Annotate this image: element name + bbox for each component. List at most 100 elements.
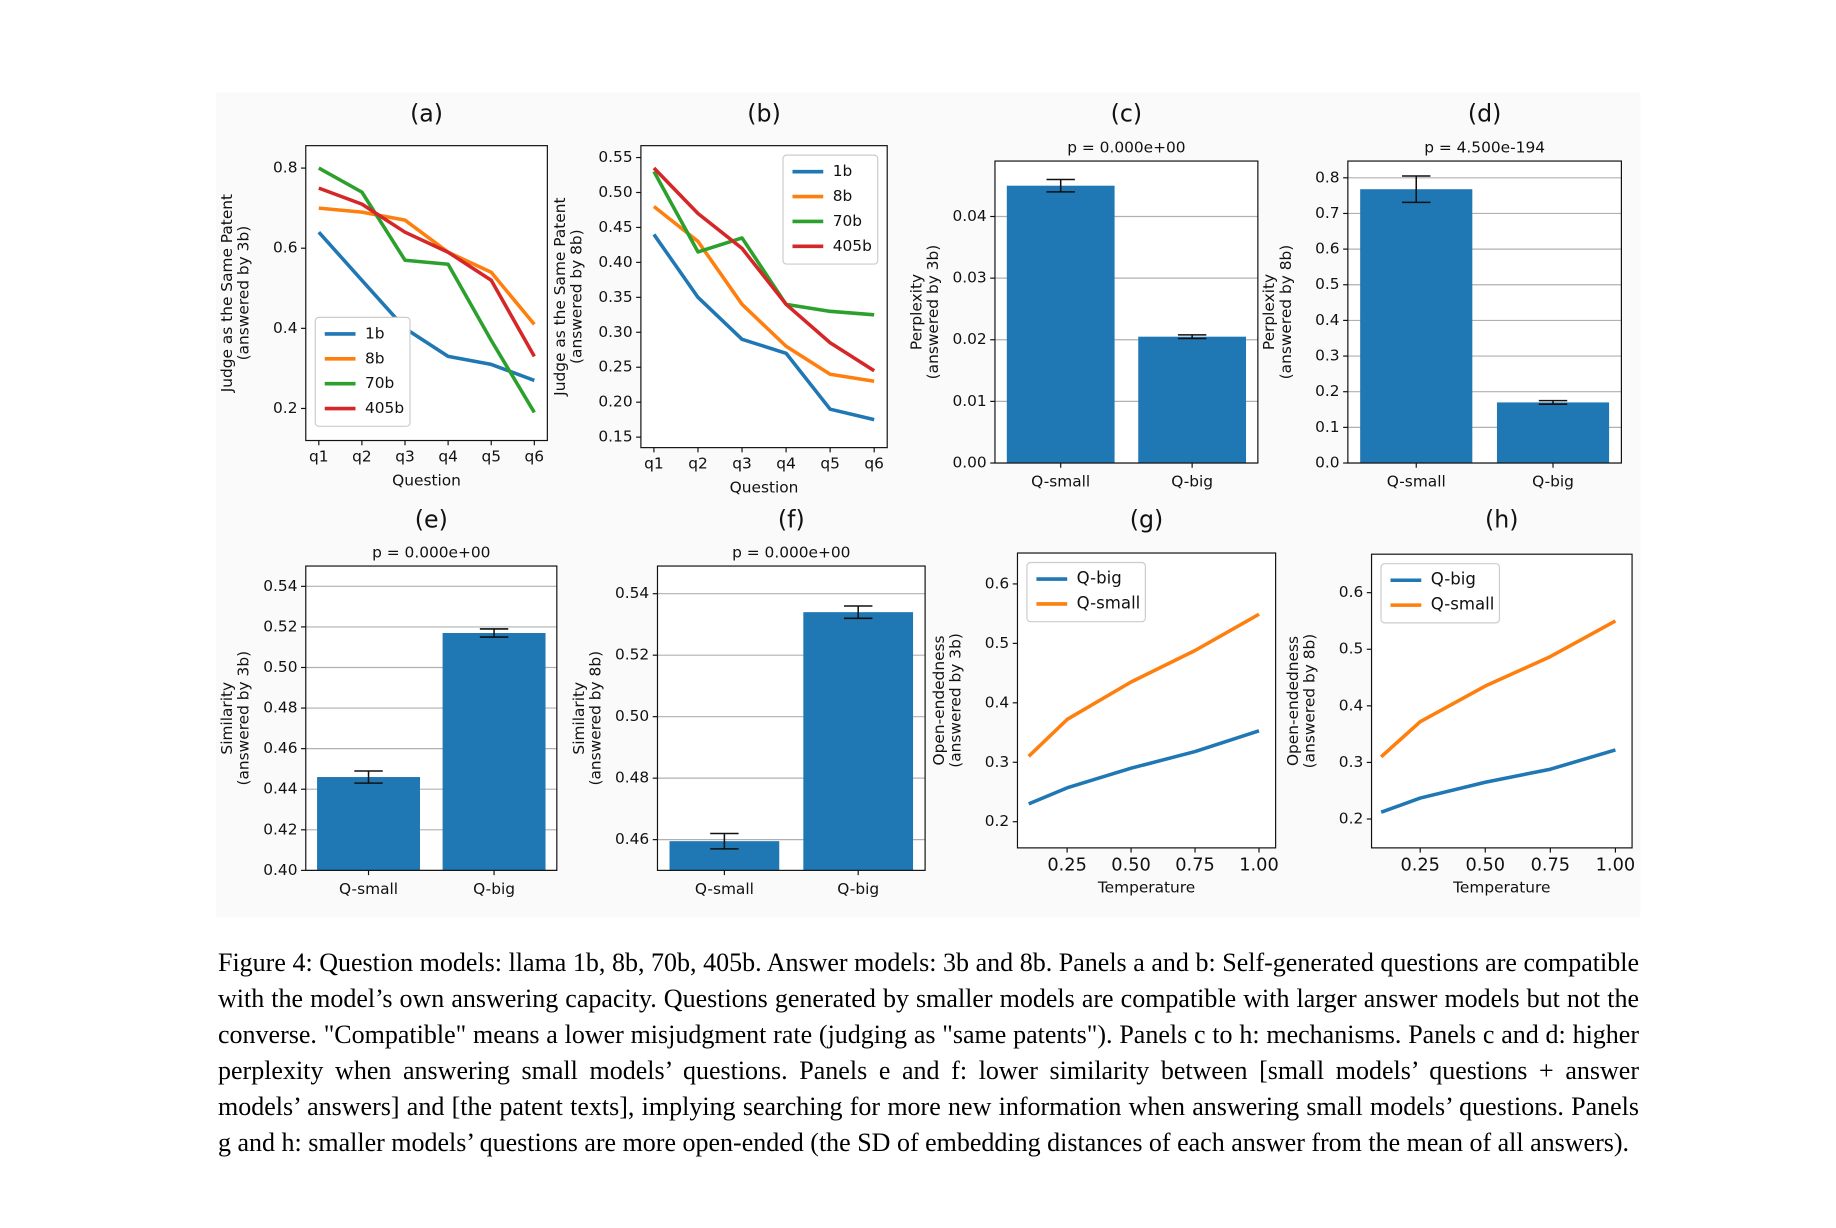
y-axis-label: (answered by 3b) (946, 633, 964, 768)
legend-box (1380, 563, 1501, 624)
y-tick-label: 0.5 (1315, 275, 1339, 293)
error-bar (1538, 399, 1568, 405)
series-line (1379, 619, 1617, 759)
x-tick-label: Q-small (1031, 472, 1090, 490)
y-tick-label: 0.4 (1339, 696, 1363, 714)
panel-label: (e) (415, 506, 448, 534)
y-tick-label: 0.2 (1315, 382, 1339, 400)
y-tick-label: 0.6 (1339, 583, 1363, 601)
x-axis-label: Temperature (1097, 879, 1195, 897)
y-tick-label: 0.7 (1315, 204, 1339, 222)
y-tick-label: 0.02 (952, 330, 986, 348)
error-bar (1046, 178, 1075, 193)
plot-frame (305, 565, 558, 871)
x-tick-label: 0.25 (1400, 856, 1440, 876)
y-axis-label: (answered by 3b) (235, 226, 253, 361)
legend-label: Q-small (1077, 593, 1141, 612)
y-tick-label: 0.50 (263, 658, 297, 676)
y-tick-label: 0.8 (1315, 168, 1339, 186)
y-tick-label: 0.6 (273, 239, 297, 257)
y-tick-label: 0.48 (615, 769, 649, 787)
bar (442, 632, 546, 871)
y-tick-label: 0.4 (273, 319, 297, 337)
y-axis-label: (answered by 8b) (586, 651, 604, 786)
x-axis-label: Question (392, 471, 461, 489)
x-tick-label: Q-big (1171, 472, 1213, 490)
y-tick-label: 0.54 (615, 584, 649, 602)
x-tick-label: q2 (688, 455, 708, 473)
series-line (1028, 729, 1260, 806)
y-tick-label: 0.6 (985, 574, 1009, 592)
bar (1360, 189, 1473, 464)
y-axis-label: Perplexity (1260, 274, 1278, 350)
x-tick-label: Q-small (1387, 472, 1446, 490)
plot-frame (640, 145, 888, 449)
series-line (318, 186, 536, 358)
y-tick-label: 0.42 (263, 820, 297, 838)
y-tick-label: 0.46 (615, 830, 649, 848)
y-tick-label: 0.20 (598, 393, 632, 411)
y-tick-label: 0.25 (598, 358, 632, 376)
y-tick-label: 0.52 (263, 617, 297, 635)
legend-label: 8b (365, 349, 385, 367)
legend-label: 1b (365, 324, 385, 342)
legend-label: Q-big (1077, 569, 1122, 588)
y-tick-label: 0.2 (1339, 810, 1363, 828)
x-axis-label: Question (730, 478, 799, 496)
chart-title: p = 0.000e+00 (1067, 139, 1185, 157)
legend-label: 70b (365, 374, 394, 392)
panel-label: (h) (1485, 506, 1518, 534)
y-tick-label: 0.4 (1315, 311, 1339, 329)
x-tick-label: q4 (438, 448, 458, 466)
y-axis-label: (answered by 3b) (924, 245, 942, 380)
y-tick-label: 0.35 (598, 288, 632, 306)
y-axis-label: Open-endedness (1284, 636, 1302, 766)
legend-box (314, 316, 411, 427)
y-tick-label: 0.50 (598, 183, 632, 201)
legend-box (782, 154, 879, 265)
bar (1138, 336, 1247, 464)
x-tick-label: q6 (525, 448, 545, 466)
series-line (1380, 748, 1616, 814)
y-axis-label: Similarity (218, 682, 236, 755)
panel-label: (d) (1468, 99, 1502, 127)
y-tick-label: 0.30 (598, 323, 632, 341)
x-tick-label: q1 (309, 448, 329, 466)
panel-label: (g) (1130, 506, 1164, 534)
plot-frame (1347, 160, 1622, 464)
legend-label: Q-small (1431, 595, 1495, 614)
y-tick-label: 0.0 (1315, 454, 1339, 472)
y-tick-label: 0.52 (615, 646, 649, 664)
y-tick-label: 0.45 (598, 218, 632, 236)
error-bar (710, 832, 739, 850)
y-tick-label: 0.01 (952, 392, 986, 410)
series-line (317, 231, 535, 383)
x-tick-label: 0.50 (1466, 856, 1506, 876)
y-tick-label: 0.2 (985, 812, 1009, 830)
series-line (1027, 612, 1260, 758)
x-tick-label: 0.50 (1111, 856, 1151, 876)
chart-title: p = 0.000e+00 (372, 544, 490, 562)
legend-label: 8b (833, 187, 853, 205)
x-tick-label: q3 (395, 448, 415, 466)
y-axis-label: (answered by 8b) (1277, 245, 1295, 380)
x-tick-label: q6 (864, 455, 884, 473)
x-tick-label: Q-small (339, 880, 398, 898)
y-axis-label: Judge as the Same Patent (551, 197, 569, 396)
y-tick-label: 0.44 (263, 780, 297, 798)
y-tick-label: 0.15 (598, 428, 632, 446)
series-line (317, 166, 536, 414)
legend-label: 405b (365, 399, 404, 417)
x-tick-label: 0.25 (1047, 856, 1087, 876)
y-axis-label: Perplexity (907, 274, 925, 350)
y-axis-label: (answered by 3b) (235, 651, 253, 786)
panel-label: (a) (410, 99, 443, 127)
y-tick-label: 0.2 (273, 399, 297, 417)
x-tick-label: q1 (644, 455, 664, 473)
y-axis-label: Open-endedness (930, 635, 948, 765)
legend-label: Q-big (1431, 570, 1476, 589)
y-axis-label: Judge as the Same Patent (218, 194, 236, 393)
y-tick-label: 0.03 (952, 269, 986, 287)
y-tick-label: 0.46 (263, 739, 297, 757)
